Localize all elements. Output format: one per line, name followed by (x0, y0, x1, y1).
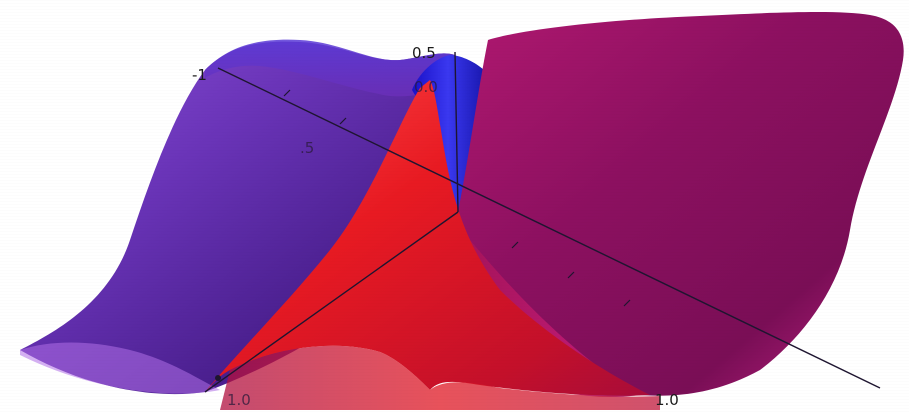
x-tick-mark (623, 299, 631, 307)
x-tick-mark (283, 89, 291, 97)
x-tick-mark (339, 117, 347, 125)
axis-origin-dot (215, 375, 221, 381)
x-tick-label-neg1: -1 (192, 66, 207, 84)
z-axis-line (454, 51, 459, 213)
x-tick-mark (511, 241, 519, 249)
y-tick-label-pos: 1.0 (227, 391, 251, 409)
x-tick-mark (567, 271, 575, 279)
x-tick-label-half: .5 (300, 139, 314, 157)
y-axis-line (204, 211, 459, 393)
z-tick-label-inner: 0.0 (414, 78, 438, 96)
x-axis-line (217, 67, 881, 389)
z-tick-label-top: 0.5 (412, 44, 436, 62)
x-tick-label-pos: 1.0 (655, 391, 679, 409)
